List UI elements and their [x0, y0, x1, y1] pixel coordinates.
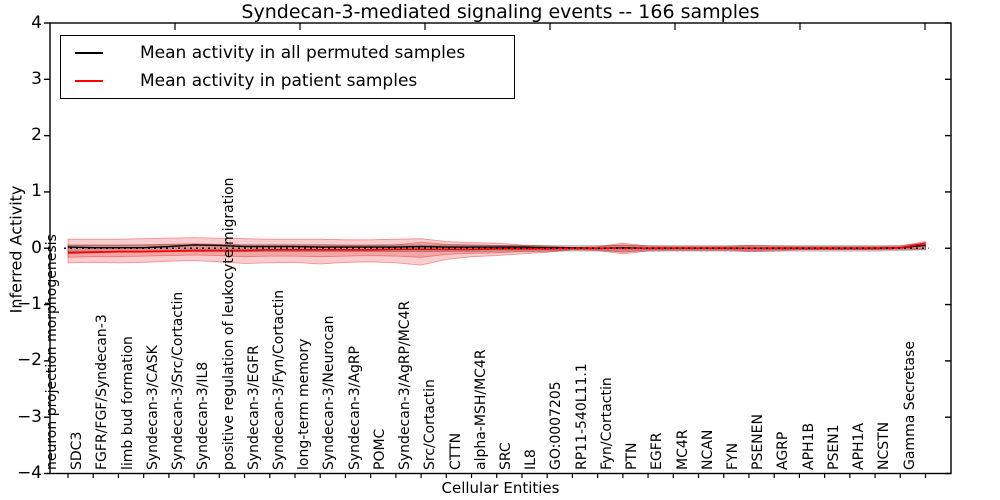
x-tick-label: EGFR	[649, 432, 666, 470]
x-tick-label: FYN	[724, 442, 741, 470]
x-tick-label: RP11-540L11.1	[573, 363, 590, 470]
x-tick-label: NCAN	[699, 429, 716, 470]
y-tick-label: 0	[31, 237, 42, 258]
x-tick-label: PTN	[624, 442, 641, 470]
x-tick-label: POMC	[371, 428, 388, 470]
y-tick-label: −3	[16, 406, 42, 427]
x-tick-label: PSENEN	[750, 414, 767, 470]
legend-label-permuted: Mean activity in all permuted samples	[140, 43, 466, 63]
x-tick-label: Fyn/Cortactin	[598, 377, 615, 470]
x-tick-label: FGFR/FGF/Syndecan-3	[94, 314, 111, 470]
x-tick-label: APH1B	[800, 422, 817, 470]
x-tick-label: AGRP	[775, 431, 792, 470]
legend-label-patient: Mean activity in patient samples	[140, 71, 418, 91]
x-tick-label: GO:0007205	[548, 381, 565, 470]
legend-item-permuted: Mean activity in all permuted samples	[61, 42, 514, 64]
chart-title: Syndecan-3-mediated signaling events -- …	[241, 1, 760, 23]
y-tick-label: −1	[16, 294, 42, 315]
x-tick-label: Src/Cortactin	[422, 379, 439, 470]
x-tick-label: APH1A	[851, 422, 868, 470]
y-tick-label: 1	[31, 181, 42, 202]
x-tick-label: Syndecan-3/AgRP/MC4R	[397, 300, 414, 470]
x-tick-label: IL8	[523, 449, 540, 470]
x-tick-label: limb bud formation	[119, 336, 136, 470]
x-tick-label: positive regulation of leukocyte migrati…	[220, 177, 237, 470]
x-tick-label: Syndecan-3/Src/Cortactin	[170, 291, 187, 470]
x-axis-label: Cellular Entities	[441, 479, 560, 497]
x-tick-label: Syndecan-3/Fyn/Cortactin	[270, 289, 287, 470]
y-tick-label: 3	[31, 68, 42, 89]
x-tick-label: SRC	[497, 442, 514, 470]
x-tick-label: Syndecan-3/Neurocan	[321, 315, 338, 471]
x-tick-label: neuron projection morphogenesis	[44, 234, 60, 470]
x-tick-label: long-term memory	[296, 338, 313, 470]
x-tick-label: CTTN	[447, 432, 464, 470]
legend: Mean activity in all permuted samples Me…	[60, 35, 515, 99]
x-tick-label: PSEN1	[825, 424, 842, 470]
x-tick-label: NCSTN	[876, 421, 893, 470]
y-tick-label: −2	[16, 350, 42, 371]
x-tick-label: SDC3	[69, 431, 86, 470]
x-tick-label: Syndecan-3/AgRP	[346, 345, 363, 470]
y-tick-label: −4	[16, 463, 42, 483]
x-tick-label: Syndecan-3/IL8	[195, 361, 212, 470]
x-tick-label: MC4R	[674, 429, 691, 471]
legend-item-patient: Mean activity in patient samples	[61, 70, 514, 92]
band-patient-samples-std-outer	[67, 237, 926, 266]
x-tick-label: Syndecan-3/EGFR	[245, 345, 262, 470]
x-tick-label: Gamma Secretase	[901, 341, 918, 470]
x-tick-label: Syndecan-3/CASK	[144, 345, 161, 470]
legend-line-permuted-icon	[75, 52, 103, 54]
y-tick-label: 4	[31, 12, 42, 33]
y-tick-label: 2	[31, 125, 42, 146]
legend-line-patient-icon	[75, 80, 103, 82]
x-tick-label: alpha-MSH/MC4R	[472, 349, 489, 470]
